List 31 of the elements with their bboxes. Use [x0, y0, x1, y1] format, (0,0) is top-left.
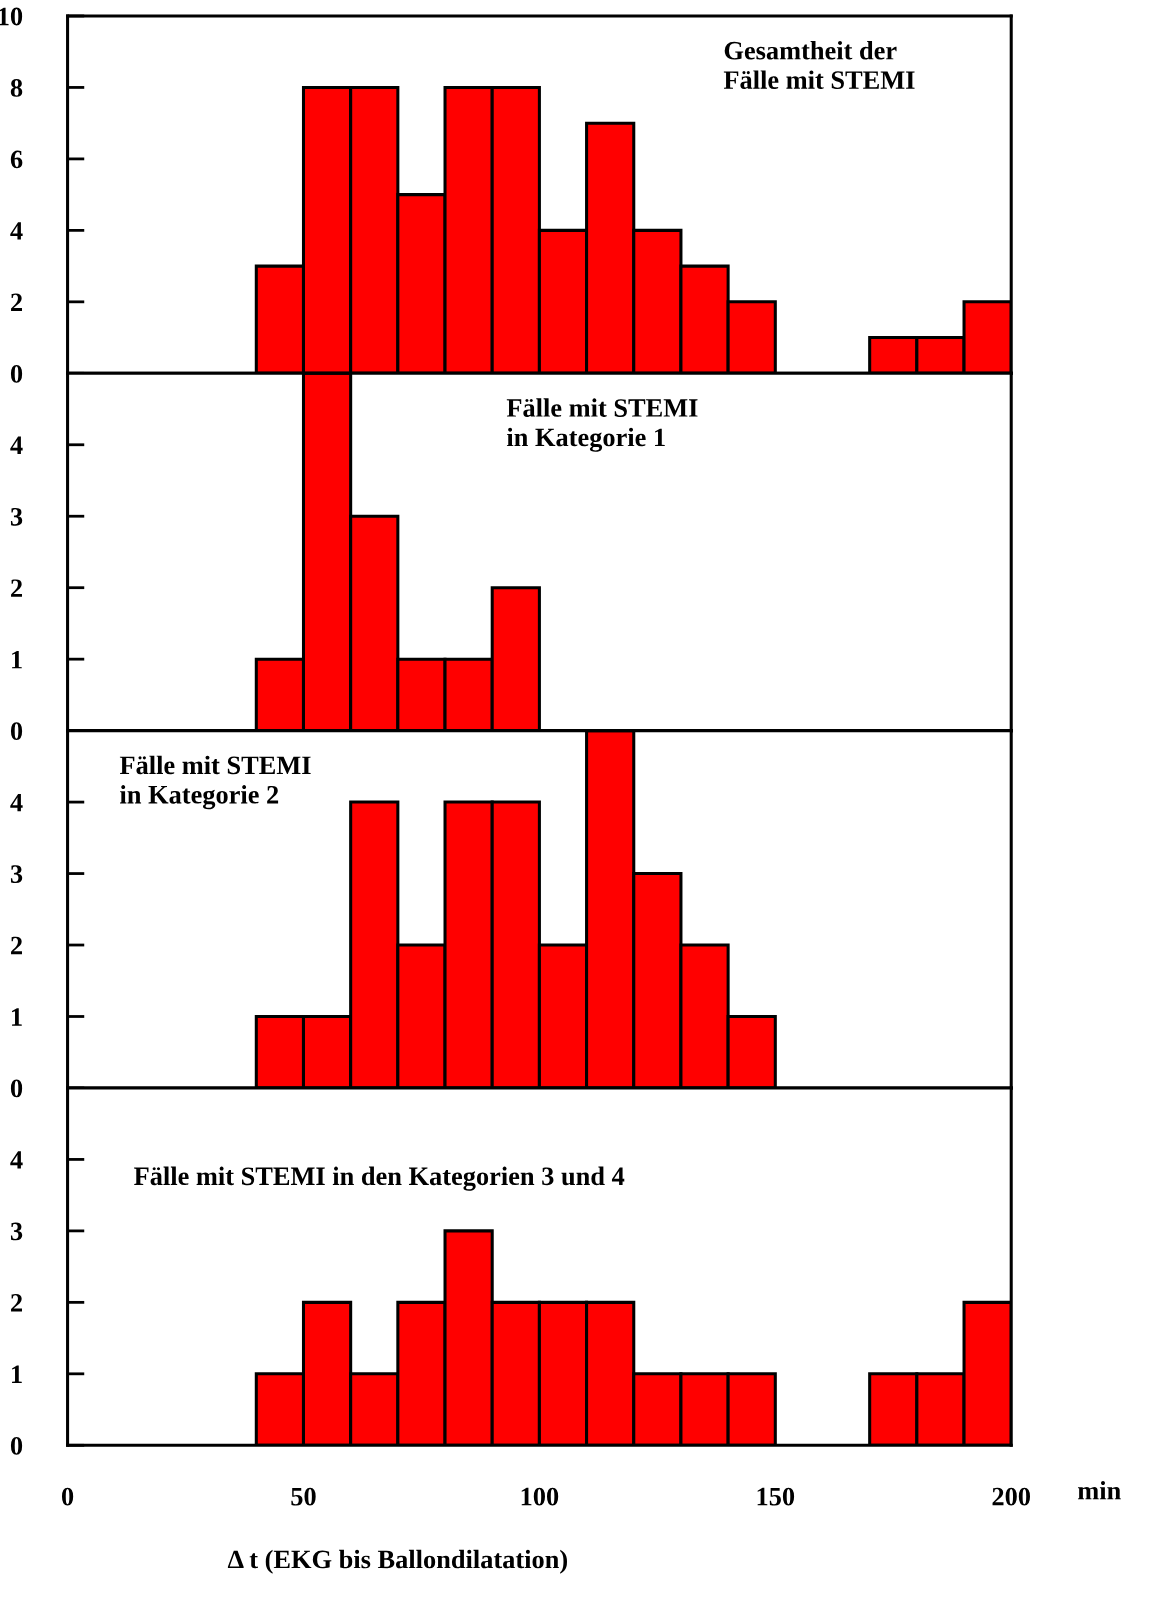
y-tick-label: 4: [10, 1151, 23, 1169]
y-tick-label: 0: [10, 722, 23, 741]
x-axis-title: Δ t (EKG bis Ballondilatation): [227, 1549, 567, 1574]
y-tick-label: 3: [10, 865, 23, 883]
y-tick-label: 2: [11, 1294, 22, 1312]
x-tick-label: 150: [757, 1487, 795, 1506]
annotation: Gesamtheit der Fälle mit STEMI: [723, 40, 915, 89]
x-tick-label: 50: [291, 1487, 316, 1506]
x-tick-label: 100: [521, 1487, 559, 1506]
y-tick-label: 1: [12, 650, 22, 669]
y-tick-label: 2: [11, 579, 22, 597]
y-tick-label: 2: [11, 936, 22, 955]
annotation: Fälle mit STEMI in Kategorie 1: [506, 398, 698, 452]
y-tick-label: 3: [10, 1222, 23, 1241]
y-tick-label: 1: [12, 1365, 22, 1383]
y-tick-label: 3: [10, 507, 23, 526]
y-tick-label: 0: [10, 1436, 23, 1455]
y-tick-label: 1: [12, 1008, 22, 1026]
y-tick-label: 0: [10, 364, 23, 383]
y-tick-label: 8: [10, 79, 23, 97]
annotation: Fälle mit STEMI in Kategorie 2: [119, 755, 311, 810]
y-tick-label: 4: [10, 222, 23, 240]
y-tick-label: 6: [10, 150, 23, 169]
x-tick-label: 0: [61, 1487, 74, 1506]
annotation: Fälle mit STEMI in den Kategorien 3 und 4: [134, 1166, 625, 1191]
x-tick-label: 200: [992, 1487, 1031, 1506]
y-tick-label: 4: [10, 793, 23, 812]
y-tick-label: 0: [10, 1079, 23, 1098]
y-tick-label: 2: [11, 293, 22, 311]
text: min: [1077, 1481, 1121, 1500]
y-tick-label: 4: [10, 436, 23, 454]
